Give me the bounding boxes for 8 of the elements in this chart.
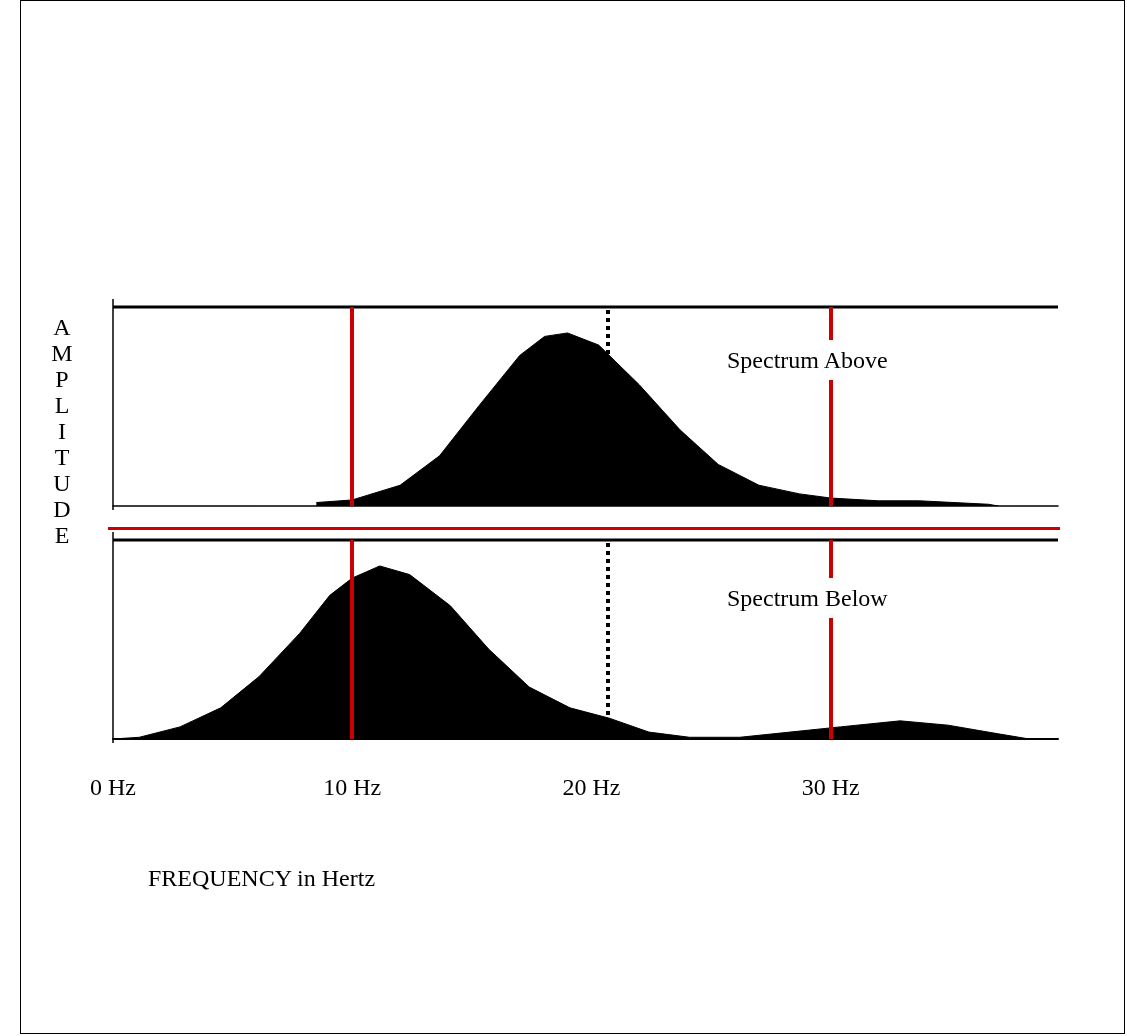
x-tick-label: 30 Hz [801,774,860,800]
x-axis-title: FREQUENCY in Hertz [148,865,376,892]
x-tick-label: 10 Hz [323,774,382,800]
text: AMPLITUDE [51,314,73,548]
x-tick-label: 0 Hz [90,774,136,800]
annotation: Spectrum Below [727,585,889,611]
x-tick-label: 20 Hz [562,774,621,800]
annotation: Spectrum Above [727,347,888,373]
